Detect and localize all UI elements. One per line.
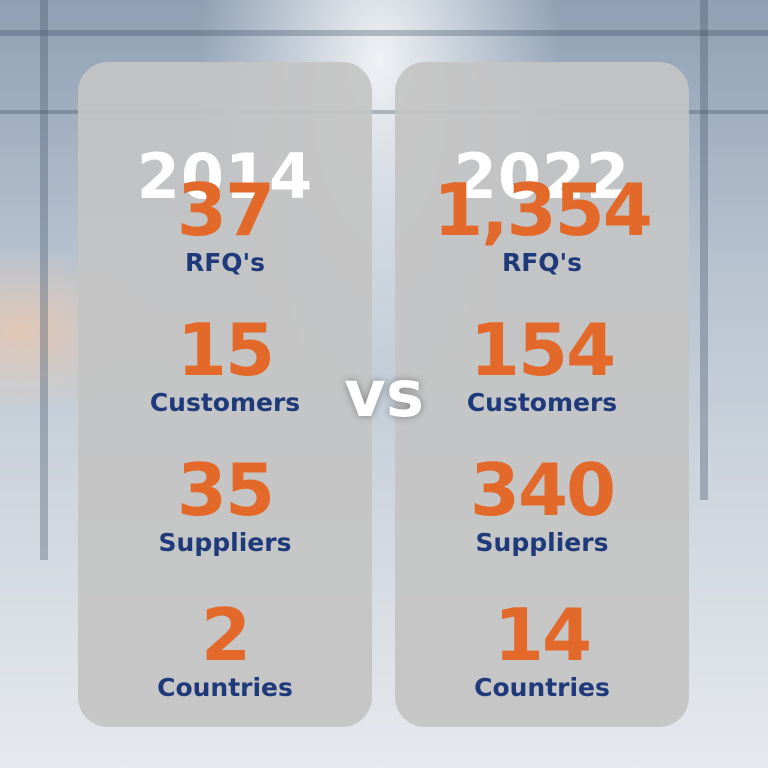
- stat-label: Countries: [157, 673, 293, 702]
- stat-label: Suppliers: [475, 528, 609, 557]
- year-heading: 2022: [453, 140, 631, 213]
- stat-label: Customers: [149, 388, 301, 417]
- stat-value: 35: [176, 448, 275, 532]
- year-panel: 2014 37 RFQ's 15 Customers 35 Suppliers 2 Countr…: [78, 62, 372, 727]
- stat-label: Customers: [466, 388, 618, 417]
- stat-value: 2: [200, 593, 251, 677]
- background-beam: [40, 0, 48, 560]
- vs-separator: vs: [344, 358, 424, 432]
- background-beam: [0, 110, 768, 114]
- year-heading: 2014: [136, 140, 314, 213]
- stat-value: 1,354: [433, 168, 653, 252]
- stat-value: 340: [469, 448, 616, 532]
- stat-label: RFQ's: [501, 248, 583, 277]
- year-panel: 2022 1,354 RFQ's 154 Customers 340 Suppliers 14…: [395, 62, 689, 727]
- stat-label: RFQ's: [184, 248, 266, 277]
- background-beam: [0, 30, 768, 36]
- stat-value: 15: [176, 308, 275, 392]
- stat-value: 154: [469, 308, 616, 392]
- stat-label: Suppliers: [158, 528, 292, 557]
- stat-value: 37: [176, 168, 275, 252]
- background-beam: [700, 0, 708, 500]
- stat-label: Countries: [474, 673, 610, 702]
- stat-value: 14: [493, 593, 592, 677]
